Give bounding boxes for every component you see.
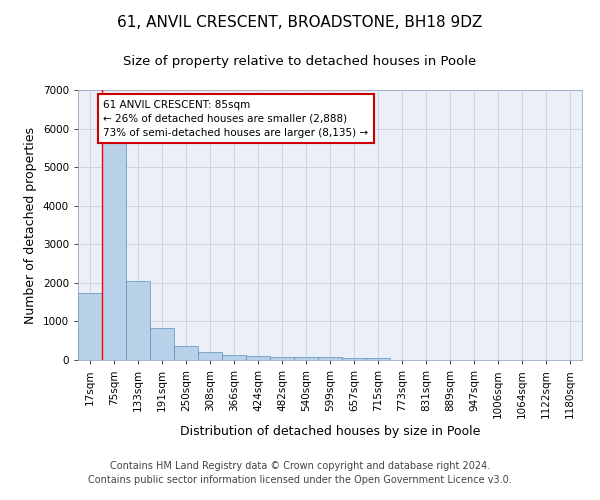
Bar <box>246 356 270 360</box>
Bar <box>102 138 126 360</box>
Text: Contains HM Land Registry data © Crown copyright and database right 2024.
Contai: Contains HM Land Registry data © Crown c… <box>88 461 512 485</box>
Bar <box>294 358 318 360</box>
Y-axis label: Number of detached properties: Number of detached properties <box>24 126 37 324</box>
Bar <box>78 292 102 360</box>
Bar <box>366 358 390 360</box>
Bar <box>174 346 198 360</box>
Text: Size of property relative to detached houses in Poole: Size of property relative to detached ho… <box>124 55 476 68</box>
Text: 61, ANVIL CRESCENT, BROADSTONE, BH18 9DZ: 61, ANVIL CRESCENT, BROADSTONE, BH18 9DZ <box>118 15 482 30</box>
Bar <box>126 281 150 360</box>
Bar <box>150 328 174 360</box>
Bar <box>198 352 222 360</box>
Bar <box>342 358 366 360</box>
Bar <box>270 356 294 360</box>
Text: 61 ANVIL CRESCENT: 85sqm
← 26% of detached houses are smaller (2,888)
73% of sem: 61 ANVIL CRESCENT: 85sqm ← 26% of detach… <box>103 100 368 138</box>
Bar <box>222 356 246 360</box>
X-axis label: Distribution of detached houses by size in Poole: Distribution of detached houses by size … <box>180 424 480 438</box>
Bar <box>318 358 342 360</box>
